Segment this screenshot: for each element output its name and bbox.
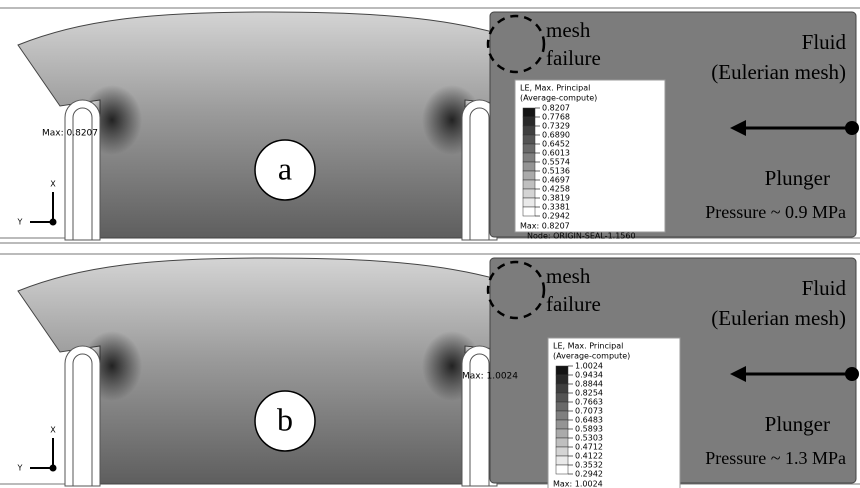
legend-box xyxy=(515,80,665,232)
fluid-label: (Eulerian mesh) xyxy=(711,306,846,330)
legend-value: 0.6452 xyxy=(542,140,570,149)
legend-band xyxy=(523,198,535,207)
legend-value: 0.7768 xyxy=(542,113,570,122)
legend-band xyxy=(523,189,535,198)
axis-origin xyxy=(50,219,57,226)
legend-value: 0.3819 xyxy=(542,194,570,203)
legend-node: Node: ORIGIN-SEAL-1.1560 xyxy=(527,232,636,241)
plunger-label: Plunger xyxy=(765,412,830,436)
legend-value: 0.4258 xyxy=(542,185,570,194)
legend-value: 0.2942 xyxy=(542,212,570,221)
legend-band xyxy=(556,420,568,429)
legend-value: 0.7663 xyxy=(575,398,603,407)
legend-title: LE, Max. Principal xyxy=(520,84,590,93)
mesh-failure: failure xyxy=(546,46,601,70)
legend-band xyxy=(523,126,535,135)
legend-value: 0.7073 xyxy=(575,407,603,416)
legend-value: 0.8844 xyxy=(575,380,603,389)
axis-label: X xyxy=(50,180,56,189)
legend-value: 0.4122 xyxy=(575,452,603,461)
legend-value: 0.6013 xyxy=(542,149,570,158)
plunger-dot xyxy=(845,121,859,135)
axis-origin xyxy=(50,465,57,472)
fluid-label: Fluid xyxy=(802,30,847,54)
legend-title: LE, Max. Principal xyxy=(553,342,623,351)
legend-band xyxy=(556,465,568,474)
pressure-label: Pressure ~ 1.3 MPa xyxy=(705,448,846,468)
legend-value: 0.6483 xyxy=(575,416,603,425)
legend-band xyxy=(556,429,568,438)
legend-value: 0.3532 xyxy=(575,461,603,470)
legend-band xyxy=(556,366,568,375)
legend-band xyxy=(523,153,535,162)
mesh-failure: mesh xyxy=(546,18,591,42)
legend-value: 0.7329 xyxy=(542,122,570,131)
legend-band xyxy=(523,180,535,189)
legend-band xyxy=(523,207,535,216)
legend-value: 0.5893 xyxy=(575,425,603,434)
legend-value: 1.0024 xyxy=(575,362,603,371)
legend-band xyxy=(523,135,535,144)
legend-title: (Average-compute) xyxy=(553,352,630,361)
plunger-label: Plunger xyxy=(765,166,830,190)
legend-value: 0.5136 xyxy=(542,167,570,176)
panel: mesh failure Fluid (Eulerian mesh) Plunger Pr… xyxy=(0,8,860,243)
figure: mesh failure Fluid (Eulerian mesh) Plunger Pr… xyxy=(0,0,860,488)
legend-value: 0.5303 xyxy=(575,434,603,443)
legend-value: 0.8254 xyxy=(575,389,603,398)
legend-band xyxy=(523,144,535,153)
panel: mesh failure Fluid (Eulerian mesh) Plunger Pr… xyxy=(0,254,860,488)
mesh-failure: failure xyxy=(546,292,601,316)
legend-value: 0.2942 xyxy=(575,470,603,479)
legend-value: 0.3381 xyxy=(542,203,570,212)
legend-value: 0.8207 xyxy=(542,104,570,113)
legend-value: 0.5574 xyxy=(542,158,570,167)
legend-value: 0.4697 xyxy=(542,176,570,185)
legend-band xyxy=(523,117,535,126)
legend-band xyxy=(523,171,535,180)
panel-label: a xyxy=(278,150,292,186)
mesh-failure: mesh xyxy=(546,264,591,288)
legend-band xyxy=(556,456,568,465)
fluid-label: (Eulerian mesh) xyxy=(711,60,846,84)
legend-title: (Average-compute) xyxy=(520,94,597,103)
panel-label: b xyxy=(277,401,293,437)
fluid-label: Fluid xyxy=(802,276,847,300)
legend-band xyxy=(556,438,568,447)
legend-max: Max: 1.0024 xyxy=(553,480,603,488)
axis-label: Y xyxy=(17,218,23,227)
legend-band xyxy=(556,402,568,411)
post xyxy=(65,100,100,240)
legend-band xyxy=(523,162,535,171)
axis-label: Y xyxy=(17,464,23,473)
legend-value: 0.6890 xyxy=(542,131,570,140)
max-marker: Max: 0.8207 xyxy=(42,129,98,139)
post xyxy=(65,346,100,486)
legend-value: 0.9434 xyxy=(575,371,603,380)
legend-band xyxy=(523,108,535,117)
pressure-label: Pressure ~ 0.9 MPa xyxy=(705,202,846,222)
legend-band xyxy=(556,393,568,402)
axis-label: X xyxy=(50,426,56,435)
max-marker: Max: 1.0024 xyxy=(462,372,518,382)
plunger-dot xyxy=(845,367,859,381)
legend-band xyxy=(556,375,568,384)
legend-band xyxy=(556,447,568,456)
legend-band xyxy=(556,384,568,393)
legend-value: 0.4712 xyxy=(575,443,603,452)
legend-max: Max: 0.8207 xyxy=(520,222,570,231)
legend-band xyxy=(556,411,568,420)
